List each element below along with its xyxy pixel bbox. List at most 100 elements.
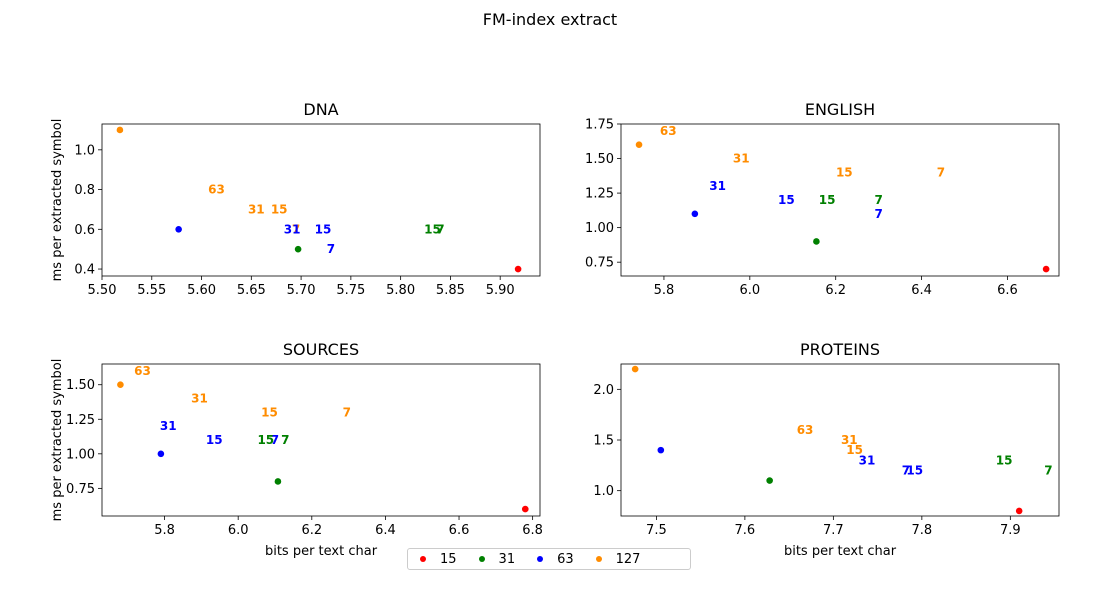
scatter-point [175,226,182,233]
x-tick-label: 5.75 [336,283,365,298]
data-label: 31 [160,419,177,433]
subplot-1: DNA 5.50 5.55 5.60 5.65 5.70 5.75 5.80 5.85 5.90 0… [50,100,541,298]
subplot-title: PROTEINS [800,340,880,359]
x-tick-label: 5.8 [154,523,175,538]
y-tick-label: 0.6 [74,223,95,238]
data-label: 15 [424,222,441,236]
data-label: 7 [327,242,335,256]
x-tick-label: 6.0 [228,523,249,538]
data-label: 15 [206,433,223,447]
x-tick-label: 6.4 [911,283,932,298]
data-label: 7 [874,207,882,221]
x-tick-label: 7.9 [1000,523,1021,538]
data-label: 63 [208,183,225,197]
legend-marker-icon [420,556,426,562]
scatter-point [116,126,124,134]
data-label: 7 [281,433,289,447]
legend-marker-icon [537,556,544,562]
subplot-2: ENGLISH 5.8 6.0 6.2 6.4 6.6 0.75 1.00 1.25 1.50 1.… [585,100,1060,298]
x-tick-label: 5.65 [237,283,266,298]
x-tick-label: 7.5 [646,523,667,538]
data-label: 7 [902,463,910,477]
scatter-point [813,238,820,245]
y-axis-label: ms per extracted symbol [50,359,65,522]
x-tick-label: 6.2 [301,523,322,538]
data-label: 15 [846,443,863,457]
y-tick-label: 1.0 [74,143,95,158]
data-label: 31 [841,433,858,447]
scatter-point [294,245,302,253]
data-label: 15 [906,463,923,477]
data-label: 63 [660,124,677,138]
x-tick-label: 7.8 [912,523,933,538]
x-tick-label: 6.6 [997,283,1018,298]
y-tick-label: 0.4 [74,263,95,278]
x-tick-label: 6.4 [375,523,396,538]
y-tick-label: 2.0 [593,383,614,398]
legend-label: 15 [440,551,457,567]
data-label: 7 [937,165,945,179]
x-tick-label: 7.7 [823,523,844,538]
data-label: 31 [248,202,265,216]
y-tick-label: 0.8 [74,183,95,198]
plot-frame [620,363,1060,517]
x-tick-label: 5.70 [287,283,316,298]
legend-label: 31 [498,551,516,567]
plot-frame [620,123,1060,277]
legend-item-31: 31 [478,551,516,567]
legend-label: 63 [557,551,574,567]
data-label: 31 [709,179,726,193]
x-tick-label: 5.8 [654,283,675,298]
y-axis-label: ms per extracted symbol [50,119,65,282]
x-tick-label: 6.6 [449,523,470,538]
scatter-point [514,265,522,273]
legend-marker-icon [478,556,485,562]
data-label: 15 [261,405,278,419]
x-tick-label: 6.2 [825,283,846,298]
subplot-title: SOURCES [283,340,359,359]
data-label: 31 [859,453,876,467]
scatter-point [1042,265,1050,273]
y-tick-label: 1.00 [66,447,95,462]
plot-frame [101,363,541,517]
data-label: 7 [292,222,300,236]
x-tick-label: 5.60 [187,283,216,298]
data-label: 63 [797,423,814,437]
y-tick-label: 1.5 [593,434,614,449]
data-label: 7 [271,433,279,447]
plot-frame [101,123,541,277]
data-label: 7 [1044,463,1052,477]
data-label: 15 [315,222,332,236]
scatter-point [635,141,643,149]
data-label: 15 [778,193,795,207]
data-label: 15 [836,165,853,179]
scatter-point [117,381,124,389]
y-tick-label: 1.00 [585,221,614,236]
scatter-point [157,450,165,458]
x-tick-label: 5.55 [137,283,166,298]
scatter-point [766,477,773,484]
scatter-point [657,446,665,454]
subplot-title: ENGLISH [805,100,875,119]
x-axis-label: bits per text char [784,544,897,559]
data-label: 15 [819,193,836,207]
scatter-point [274,478,282,485]
data-label: 31 [191,392,208,406]
data-label: 15 [996,453,1013,467]
subplot-3: SOURCES 5.8 6.0 6.2 6.4 6.6 6.8 0.75 1.00 1.25 1.5… [50,340,543,559]
data-label: 7 [436,222,444,236]
legend-marker-icon [595,556,602,562]
scatter-point [521,505,529,513]
scatter-point [691,210,699,218]
scatter-point [631,365,639,373]
legend-item-63: 63 [537,552,574,567]
y-tick-label: 0.75 [66,482,95,497]
scatter-point [1015,507,1023,515]
x-tick-label: 5.80 [386,283,415,298]
y-tick-label: 1.50 [66,378,95,393]
data-label: 15 [271,202,288,216]
data-label: 15 [257,433,274,447]
y-tick-label: 1.75 [585,118,614,133]
x-tick-label: 6.8 [522,523,543,538]
